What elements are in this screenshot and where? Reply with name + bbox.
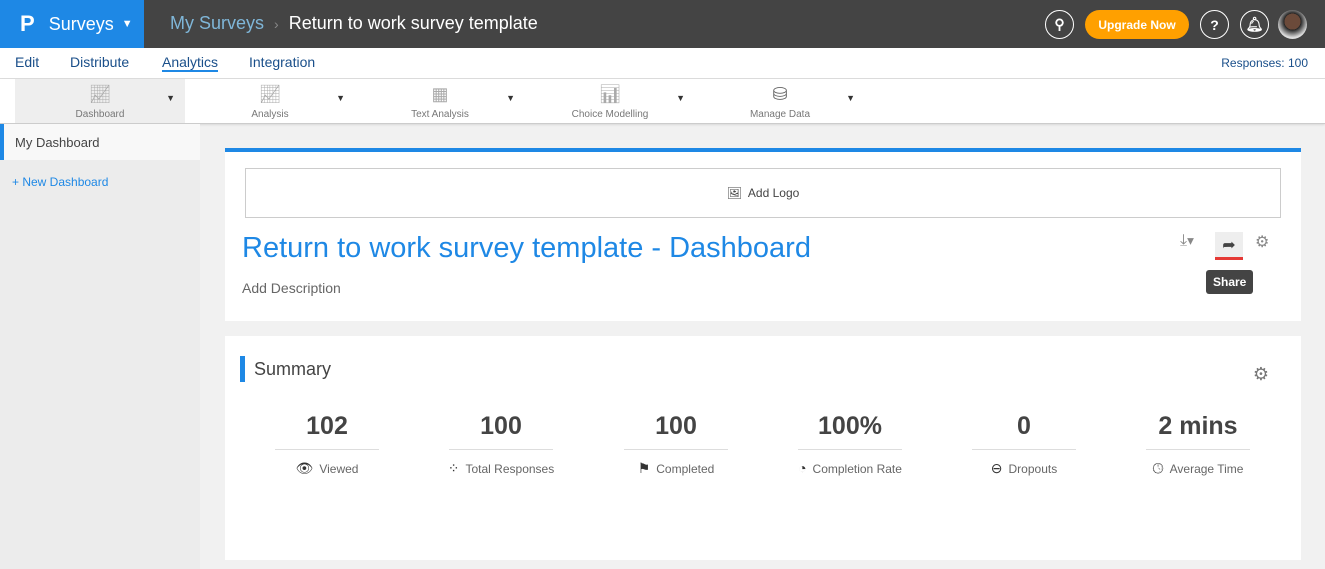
caret-down-icon[interactable]: ▼ <box>166 93 175 103</box>
stat-value: 0 <box>972 412 1076 450</box>
search-icon[interactable]: ⚲ <box>1045 10 1074 39</box>
caret-down-icon[interactable]: ▼ <box>506 93 515 103</box>
text-analysis-icon: ▦ <box>431 84 449 104</box>
stat-total-responses: 100 ⁘ Total Responses <box>447 412 555 477</box>
image-icon: 🖼︎ <box>726 186 742 200</box>
tool-choice-modelling[interactable]: 📊︎ Choice Modelling ▼ <box>525 79 695 123</box>
stat-label: Completed <box>656 462 715 476</box>
download-icon[interactable]: ⤓▾ <box>1180 232 1194 249</box>
tool-analysis[interactable]: 📈︎ Analysis ▼ <box>185 79 355 123</box>
tab-edit[interactable]: Edit <box>15 54 40 70</box>
tool-label: Text Analysis <box>411 109 469 120</box>
stat-label: Average Time <box>1169 462 1244 476</box>
stat-value: 100 <box>449 412 553 450</box>
sidebar-item-my-dashboard[interactable]: My Dashboard <box>0 124 200 160</box>
top-bar: P Surveys ▼ My Surveys › Return to work su… <box>0 0 1325 48</box>
caret-down-icon[interactable]: ▼ <box>676 93 685 103</box>
minus-circle-icon: ⊖ <box>990 460 1003 476</box>
stat-value: 2 mins <box>1146 412 1250 450</box>
stat-dropouts: 0 ⊖ Dropouts <box>972 412 1076 477</box>
line-chart-icon: 📈︎ <box>88 84 112 104</box>
product-name: Surveys <box>48 13 114 34</box>
help-icon[interactable]: ? <box>1200 10 1229 39</box>
chevron-right-icon: › <box>274 16 279 32</box>
responses-count: Responses: 100 <box>1221 56 1308 70</box>
breadcrumb-current: Return to work survey template <box>288 13 538 33</box>
stat-label: Completion Rate <box>812 462 902 476</box>
product-switcher[interactable]: P Surveys ▼ <box>0 0 144 48</box>
stat-completion-rate: 100% ◔ Completion Rate <box>798 412 902 476</box>
add-logo-label: Add Logo <box>747 186 800 200</box>
page-title[interactable]: Return to work survey template - Dashboa… <box>242 232 811 264</box>
tool-dashboard[interactable]: 📈︎ Dashboard ▼ <box>15 79 185 123</box>
choice-chart-icon: 📊︎ <box>598 84 622 104</box>
gear-icon[interactable]: ⚙ <box>1252 364 1269 384</box>
dashboard-header-card: 🖼︎ Add Logo Return to work survey templat… <box>225 148 1301 321</box>
stat-label: Viewed <box>319 462 359 476</box>
sidebar: My Dashboard + New Dashboard <box>0 124 200 569</box>
stat-average-time: 2 mins 🕓︎ Average Time <box>1146 412 1250 477</box>
database-icon: ⛁ <box>772 84 788 104</box>
add-description[interactable]: Add Description <box>242 280 341 296</box>
stat-label: Dropouts <box>1008 462 1058 476</box>
tool-label: Manage Data <box>749 109 811 120</box>
stat-label: Total Responses <box>465 462 555 476</box>
tab-analytics[interactable]: Analytics <box>162 54 219 72</box>
pie-icon: ◔ <box>798 460 807 476</box>
caret-down-icon: ▼ <box>121 18 133 30</box>
summary-card: Summary ⚙ 102 👁︎ Viewed 100 ⁘ Total Response… <box>225 336 1301 560</box>
tool-text-analysis[interactable]: ▦ Text Analysis ▼ <box>355 79 525 123</box>
flag-icon: ⚑ <box>637 460 651 476</box>
stat-viewed: 102 👁︎ Viewed <box>275 412 379 477</box>
eye-icon: 👁︎ <box>295 460 314 476</box>
bell-icon[interactable]: 🔔︎ <box>1240 10 1269 39</box>
stat-value: 100% <box>798 412 902 450</box>
summary-title: Summary <box>240 356 331 382</box>
new-dashboard-link[interactable]: + New Dashboard <box>12 175 109 189</box>
logo: P <box>20 11 35 36</box>
tab-integration[interactable]: Integration <box>249 54 316 70</box>
tool-label: Analysis <box>251 109 289 120</box>
main-tabs: Edit Distribute Analytics Integration Re… <box>0 48 1325 79</box>
analysis-chart-icon: 📈︎ <box>258 84 282 104</box>
tool-manage-data[interactable]: ⛁ Manage Data ▼ <box>695 79 865 123</box>
add-logo-button[interactable]: 🖼︎ Add Logo <box>245 168 1281 218</box>
clock-icon: 🕓︎ <box>1152 460 1164 476</box>
tab-distribute[interactable]: Distribute <box>70 54 130 70</box>
stat-value: 102 <box>275 412 379 450</box>
gear-icon[interactable]: ⚙ <box>1255 234 1270 251</box>
share-icon[interactable]: ➦ <box>1215 232 1243 260</box>
stat-completed: 100 ⚑ Completed <box>624 412 728 477</box>
tool-label: Dashboard <box>75 109 125 120</box>
avatar[interactable] <box>1278 10 1307 39</box>
breadcrumb: My Surveys › Return to work survey templat… <box>170 13 538 34</box>
analytics-toolbar: 📈︎ Dashboard ▼ 📈︎ Analysis ▼ ▦ Text Analysis ▼… <box>0 79 1325 124</box>
share-tooltip: Share <box>1206 270 1254 294</box>
caret-down-icon[interactable]: ▼ <box>846 93 855 103</box>
upgrade-button[interactable]: Upgrade Now <box>1085 10 1189 39</box>
dots-icon: ⁘ <box>447 460 460 476</box>
tool-label: Choice Modelling <box>571 109 649 120</box>
caret-down-icon[interactable]: ▼ <box>336 93 345 103</box>
stat-value: 100 <box>624 412 728 450</box>
breadcrumb-my-surveys[interactable]: My Surveys <box>170 13 265 33</box>
